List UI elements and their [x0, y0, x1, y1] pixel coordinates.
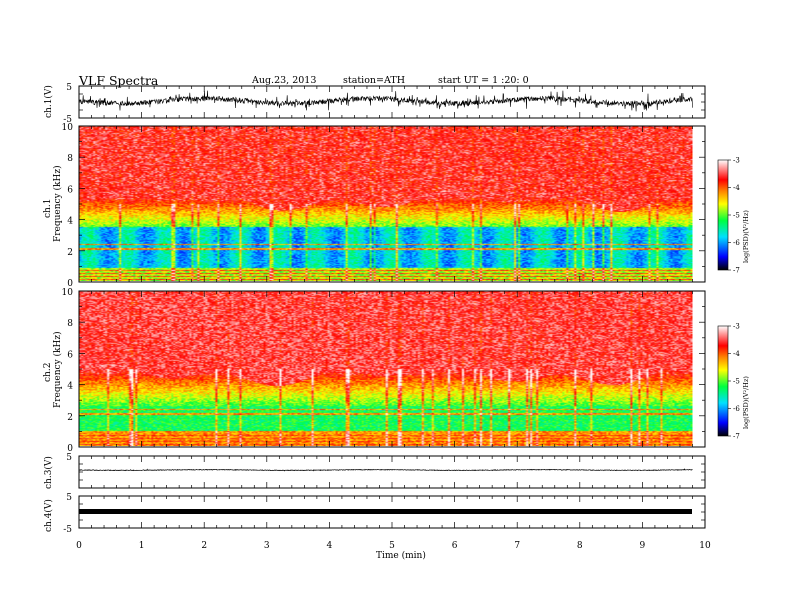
colorbar-tick-label: -3	[733, 323, 740, 331]
axis-ticks	[78, 85, 706, 529]
ch2-spectrogram-image	[79, 291, 693, 446]
ch4-waveform-line	[79, 509, 692, 514]
x-tick-label: 10	[699, 541, 711, 551]
y-tick-label: 6	[67, 350, 73, 360]
y-tick-label: 10	[62, 123, 74, 133]
chart-title: VLF Spectra	[79, 73, 159, 88]
colorbar-tick-label: -3	[733, 157, 740, 165]
colorbar-tick-label: -5	[733, 212, 740, 220]
colorbar-tick-label: -6	[733, 239, 740, 247]
ch3-ylabel: ch.3(V)	[43, 456, 54, 489]
x-tick-label: 1	[139, 541, 145, 551]
colorbar-tick-label: -7	[733, 433, 740, 441]
y-tick-label: 2	[67, 248, 73, 258]
ch1-colorbar	[717, 159, 729, 271]
ch4-ylabel: ch.4(V)	[43, 499, 54, 532]
x-tick-label: 6	[452, 541, 458, 551]
colorbar-tick-label: -4	[733, 184, 740, 192]
y-tick-label: -5	[63, 525, 72, 535]
x-tick-label: 7	[514, 541, 520, 551]
x-tick-label: 4	[327, 541, 333, 551]
ch2-colorbar	[717, 325, 729, 437]
x-tick-label: 8	[577, 541, 583, 551]
ch2-spec-ylabel: Frequency (kHz)	[52, 331, 63, 408]
y-tick-label: 5	[66, 493, 72, 503]
x-tick-label: 2	[201, 541, 207, 551]
y-tick-label: 10	[62, 288, 74, 298]
y-tick-label: 8	[67, 319, 73, 329]
y-tick-label: 0	[67, 279, 73, 289]
observation-date: Aug.23, 2013	[252, 75, 317, 86]
ch3-waveform-line	[78, 468, 693, 472]
colorbar-tick-labels: -3 -4 -5 -6 -7 -3 -4 -5 -6 -7	[728, 157, 740, 441]
colorbar-tick-label: -4	[733, 350, 740, 358]
y-tick-label: 0	[67, 444, 73, 454]
ch2-spec-channel-label: ch.2	[43, 363, 53, 382]
y-tick-label: 5	[66, 453, 72, 463]
ch1-spec-ylabel: Frequency (kHz)	[52, 165, 63, 242]
y-tick-label: 8	[67, 154, 73, 164]
colorbar-tick-label: -6	[733, 405, 740, 413]
ch1-spectrogram-image	[79, 126, 693, 281]
y-tick-label: 6	[67, 185, 73, 195]
ch1-ylabel: ch.1(V)	[43, 85, 54, 118]
y-tick-label: 5	[66, 83, 72, 93]
start-time-label: start UT = 1 :20: 0	[438, 75, 529, 86]
y-tick-label: 4	[67, 382, 73, 392]
colorbar-tick-label: -7	[733, 267, 740, 275]
x-tick-label: 0	[76, 541, 82, 551]
ch1-spec-channel-label: ch.1	[43, 199, 53, 218]
y-tick-label: -5	[63, 115, 72, 125]
x-tick-label: 9	[640, 541, 646, 551]
x-tick-label: 5	[389, 541, 395, 551]
y-tick-label: 2	[67, 413, 73, 423]
station-label: station=ATH	[343, 75, 405, 86]
x-tick-label: 3	[264, 541, 270, 551]
y-tick-label: 4	[67, 217, 73, 227]
ch2-colorbar-label: log(PSD)(V²/Hz)	[742, 376, 750, 429]
x-axis-label: Time (min)	[376, 550, 426, 561]
ch1-waveform-line	[78, 90, 693, 112]
colorbar-tick-label: -5	[733, 378, 740, 386]
ch1-colorbar-label: log(PSD)(V²/Hz)	[742, 210, 750, 263]
